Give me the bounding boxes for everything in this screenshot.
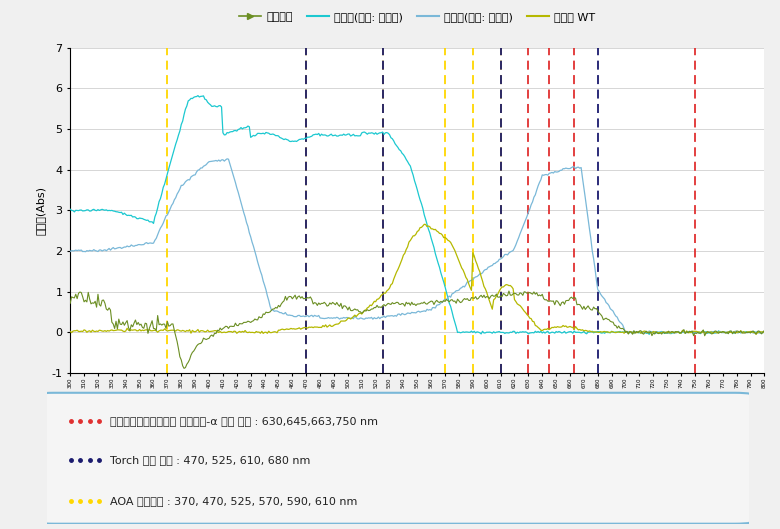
Text: Torch 측정 파장 : 470, 525, 610, 680 nm: Torch 측정 파장 : 470, 525, 610, 680 nm xyxy=(110,455,310,465)
Legend: 현장측정, 분말형(용매: 에타놀), 분말형(용매: 아세톤), 로다민 WT: 현장측정, 분말형(용매: 에타놀), 분말형(용매: 아세톤), 로다민 WT xyxy=(235,7,600,26)
Y-axis label: 흡광도(Abs): 흡광도(Abs) xyxy=(36,186,46,235)
Text: 수질오염공정시험기준 클로로필-α 측정 파장 : 630,645,663,750 nm: 수질오염공정시험기준 클로로필-α 측정 파장 : 630,645,663,75… xyxy=(110,416,378,425)
Text: AOA 측정파장 : 370, 470, 525, 570, 590, 610 nm: AOA 측정파장 : 370, 470, 525, 570, 590, 610 … xyxy=(110,496,357,506)
FancyBboxPatch shape xyxy=(33,393,756,524)
X-axis label: Wavelength(nm): Wavelength(nm) xyxy=(365,393,470,406)
